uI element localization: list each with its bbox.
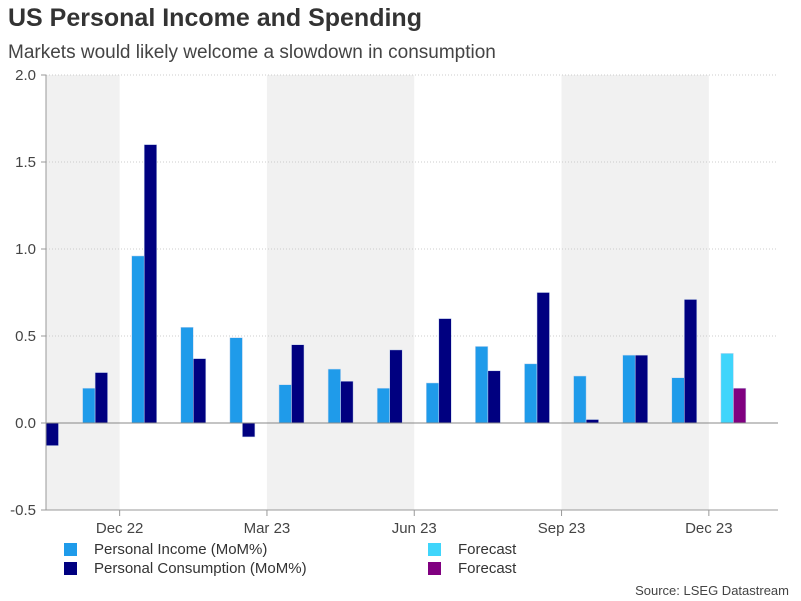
- source-note: Source: LSEG Datastream: [635, 583, 789, 598]
- shaded-band: [266, 75, 415, 510]
- bar-0-oct-23: [573, 375, 587, 424]
- bar-1-aug-23: [487, 370, 501, 424]
- legend-swatch: [64, 562, 77, 575]
- x-tick-label: Dec 22: [96, 520, 144, 537]
- bar-0-sep-23: [524, 363, 538, 424]
- y-tick-label: 0.0: [15, 415, 36, 432]
- bar-0-dec-23: [671, 377, 685, 424]
- legend-item-forecast-income: Forecast: [428, 541, 516, 558]
- legend-item-income: Personal Income (MoM%): [64, 541, 267, 558]
- x-tick-label: Jun 23: [392, 520, 437, 537]
- bar-0-may-23: [327, 368, 341, 424]
- bar-1-nov-22: [45, 422, 59, 446]
- bar-0-jan-23: [131, 255, 145, 424]
- shaded-band: [561, 75, 709, 510]
- bar-0-feb-23: [180, 327, 194, 424]
- y-tick-label: 1.0: [15, 241, 36, 258]
- bar-1-jul-23: [438, 318, 452, 424]
- y-tick-label: 0.5: [15, 328, 36, 345]
- bar-0-aug-23: [475, 346, 489, 424]
- bar-3-jan-24: [733, 387, 747, 424]
- bar-0-jul-23: [426, 382, 440, 424]
- bar-1-jan-23: [143, 144, 157, 424]
- y-tick-label: 2.0: [15, 67, 36, 84]
- legend-swatch: [428, 562, 441, 575]
- legend-label: Forecast: [458, 560, 517, 577]
- bar-0-jun-23: [376, 387, 390, 424]
- legend-label: Forecast: [458, 541, 517, 558]
- bar-1-jun-23: [389, 349, 403, 424]
- bar-2-jan-24: [720, 353, 734, 424]
- x-tick-label: Sep 23: [538, 520, 586, 537]
- x-tick-label: Dec 23: [685, 520, 733, 537]
- legend-item-forecast-consumption: Forecast: [428, 560, 516, 577]
- bar-1-dec-22: [94, 372, 108, 424]
- bar-1-apr-23: [291, 344, 305, 424]
- chart-subtitle: Markets would likely welcome a slowdown …: [8, 42, 496, 63]
- bar-1-mar-23: [242, 422, 256, 438]
- y-tick-label: 1.5: [15, 154, 36, 171]
- legend-label: Personal Consumption (MoM%): [94, 560, 307, 577]
- legend-label: Personal Income (MoM%): [94, 541, 268, 558]
- bar-1-feb-23: [193, 358, 207, 424]
- legend-swatch: [428, 543, 441, 556]
- chart-title: US Personal Income and Spending: [8, 4, 422, 32]
- bar-0-nov-23: [622, 354, 636, 424]
- legend-item-consumption: Personal Consumption (MoM%): [64, 560, 307, 577]
- bar-1-nov-23: [634, 354, 648, 424]
- bar-1-may-23: [340, 380, 354, 424]
- y-tick-label: -0.5: [10, 502, 36, 519]
- bar-1-sep-23: [536, 292, 550, 424]
- bar-1-dec-23: [684, 299, 698, 424]
- bar-0-mar-23: [229, 337, 243, 424]
- bar-0-apr-23: [278, 384, 292, 424]
- legend-swatch: [64, 543, 77, 556]
- x-tick-label: Mar 23: [244, 520, 291, 537]
- bar-0-dec-22: [82, 387, 96, 424]
- bar-1-oct-23: [585, 419, 599, 424]
